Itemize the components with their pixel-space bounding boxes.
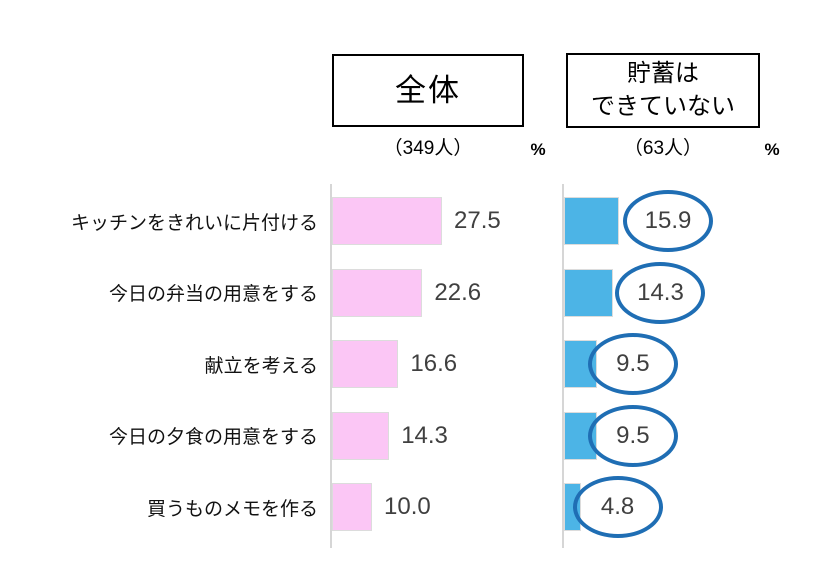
group-title-no-savings-line2: できていない <box>591 92 735 120</box>
group-title-no-savings-line1: 貯蓄は <box>627 60 699 88</box>
bar-overall <box>332 340 399 388</box>
bar-no-savings <box>564 268 614 317</box>
category-label: 買うものメモを作る <box>146 498 318 520</box>
value-label-overall: 22.6 <box>434 278 482 306</box>
sample-size-no-savings: （63人） <box>623 138 703 159</box>
percent-unit-no-savings: % <box>764 140 780 159</box>
sample-size-overall: （349人） <box>383 138 473 159</box>
category-label: 今日の弁当の用意をする <box>108 284 318 305</box>
y-axis-overall <box>330 184 332 548</box>
percent-unit-overall: % <box>530 140 546 159</box>
group-title-overall: 全体 <box>395 73 461 108</box>
y-axis-no-savings <box>562 184 564 548</box>
bar-overall <box>332 268 423 317</box>
value-label-overall: 10.0 <box>384 493 431 520</box>
bar-overall <box>332 483 372 531</box>
circled-value-no-savings: 9.5 <box>587 404 678 467</box>
category-label: キッチンをきれいに片付ける <box>70 212 318 234</box>
group-header-overall: 全体 <box>332 54 524 127</box>
circled-value-no-savings: 9.5 <box>587 333 678 395</box>
value-label-overall: 27.5 <box>454 207 501 234</box>
circled-value-no-savings: 4.8 <box>572 476 663 538</box>
circled-value-no-savings: 15.9 <box>623 190 713 252</box>
group-header-no-savings: 貯蓄は できていない <box>566 53 760 128</box>
bar-overall <box>332 411 390 460</box>
category-label: 今日の夕食の用意をする <box>108 427 318 448</box>
bar-no-savings <box>564 197 619 245</box>
bar-overall <box>332 197 442 245</box>
circled-value-no-savings: 14.3 <box>615 261 706 324</box>
category-label: 献立を考える <box>204 355 318 377</box>
value-label-overall: 16.6 <box>410 350 458 377</box>
value-label-overall: 14.3 <box>401 421 448 449</box>
